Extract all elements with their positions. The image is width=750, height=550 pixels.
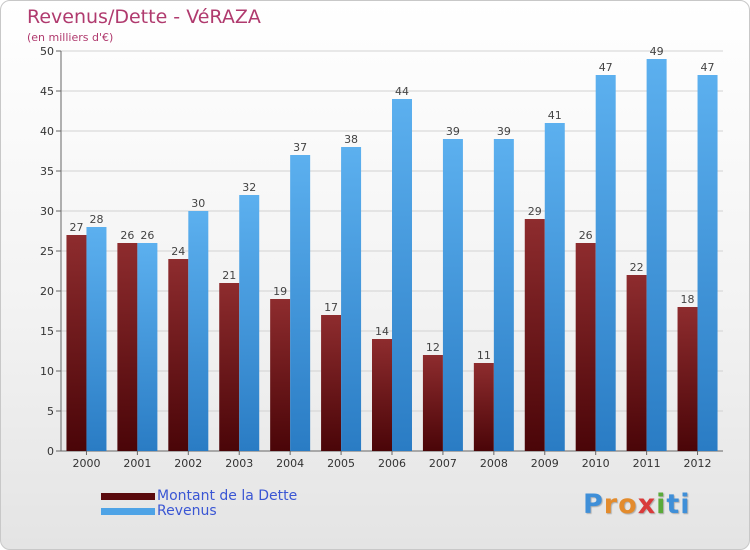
data-label-dette: 21 [222, 269, 236, 282]
bar-dette-2009 [524, 219, 545, 451]
x-tick-label: 2012 [684, 457, 712, 470]
y-tick-label: 15 [40, 325, 54, 338]
legend-label-revenus: Revenus [157, 503, 217, 519]
legend-label-dette: Montant de la Dette [157, 488, 298, 504]
y-tick-label: 10 [40, 365, 54, 378]
legend-swatch-revenus [101, 507, 155, 515]
x-tick-label: 2000 [72, 457, 100, 470]
x-tick-label: 2011 [633, 457, 661, 470]
y-tick-label: 35 [40, 165, 54, 178]
bar-dette-2000 [66, 235, 87, 451]
data-label-dette: 12 [426, 341, 440, 354]
x-tick-label: 2010 [582, 457, 610, 470]
bar-dette-2004 [270, 299, 291, 451]
y-tick-label: 50 [40, 45, 54, 58]
bar-revenus-2001 [137, 243, 158, 451]
y-tick-label: 45 [40, 85, 54, 98]
data-label-dette: 26 [120, 229, 134, 242]
bar-revenus-2008 [493, 139, 514, 451]
x-tick-label: 2001 [123, 457, 151, 470]
y-tick-label: 0 [47, 445, 54, 458]
logo-letter: r [603, 489, 619, 520]
bar-revenus-2000 [86, 227, 107, 451]
bar-revenus-2003 [239, 195, 260, 451]
data-label-dette: 26 [579, 229, 593, 242]
data-label-revenus: 28 [89, 213, 103, 226]
x-tick-label: 2007 [429, 457, 457, 470]
data-label-dette: 19 [273, 285, 287, 298]
bar-dette-2007 [422, 355, 443, 451]
proxiti-logo: Proxiti [583, 489, 691, 520]
bar-revenus-2011 [646, 59, 667, 451]
data-label-revenus: 44 [395, 85, 409, 98]
bar-dette-2003 [219, 283, 240, 451]
x-tick-label: 2004 [276, 457, 304, 470]
logo-letter: x [637, 489, 657, 520]
bar-dette-2012 [677, 307, 698, 451]
logo-letter: i [656, 489, 667, 520]
data-label-revenus: 39 [446, 125, 460, 138]
bar-dette-2001 [117, 243, 138, 451]
bar-revenus-2007 [442, 139, 463, 451]
data-label-dette: 22 [630, 261, 644, 274]
data-label-dette: 11 [477, 349, 491, 362]
legend-swatch-dette [101, 492, 155, 500]
data-label-revenus: 49 [650, 45, 664, 58]
data-label-dette: 14 [375, 325, 389, 338]
bar-dette-2002 [168, 259, 189, 451]
data-label-revenus: 37 [293, 141, 307, 154]
y-tick-label: 40 [40, 125, 54, 138]
logo-letter: o [618, 489, 638, 520]
data-label-revenus: 30 [191, 197, 205, 210]
data-label-dette: 18 [681, 293, 695, 306]
data-label-dette: 17 [324, 301, 338, 314]
bar-revenus-2012 [697, 75, 718, 451]
bar-revenus-2006 [392, 99, 412, 451]
data-label-dette: 29 [528, 205, 542, 218]
x-tick-label: 2008 [480, 457, 508, 470]
legend-item-dette: Montant de la Dette [101, 488, 297, 504]
logo-letter: t [666, 489, 681, 520]
x-tick-label: 2005 [327, 457, 355, 470]
x-tick-label: 2009 [531, 457, 559, 470]
bar-revenus-2010 [595, 75, 616, 451]
bar-dette-2008 [473, 363, 494, 451]
y-tick-label: 20 [40, 285, 54, 298]
chart-title: Revenus/Dette - VéRAZA [27, 6, 261, 28]
bar-revenus-2002 [188, 211, 209, 451]
data-label-revenus: 38 [344, 133, 358, 146]
legend-item-revenus: Revenus [101, 503, 217, 519]
bar-dette-2011 [626, 275, 647, 451]
data-label-dette: 27 [69, 221, 83, 234]
x-tick-label: 2006 [378, 457, 406, 470]
bar-dette-2006 [372, 339, 392, 451]
data-label-dette: 24 [171, 245, 185, 258]
bar-revenus-2009 [544, 123, 565, 451]
data-label-revenus: 47 [701, 61, 715, 74]
x-tick-label: 2002 [174, 457, 202, 470]
bar-revenus-2004 [290, 155, 311, 451]
logo-letter: P [583, 489, 604, 520]
y-tick-label: 30 [40, 205, 54, 218]
data-label-revenus: 32 [242, 181, 256, 194]
x-tick-label: 2003 [225, 457, 253, 470]
data-label-revenus: 41 [548, 109, 562, 122]
y-tick-label: 25 [40, 245, 54, 258]
bar-dette-2010 [575, 243, 596, 451]
chart-subtitle: (en milliers d'€) [27, 31, 114, 44]
y-tick-label: 5 [47, 405, 54, 418]
bar-dette-2005 [321, 315, 342, 451]
bar-revenus-2005 [341, 147, 362, 451]
data-label-revenus: 39 [497, 125, 511, 138]
logo-letter: i [680, 489, 691, 520]
data-label-revenus: 26 [140, 229, 154, 242]
data-label-revenus: 47 [599, 61, 613, 74]
